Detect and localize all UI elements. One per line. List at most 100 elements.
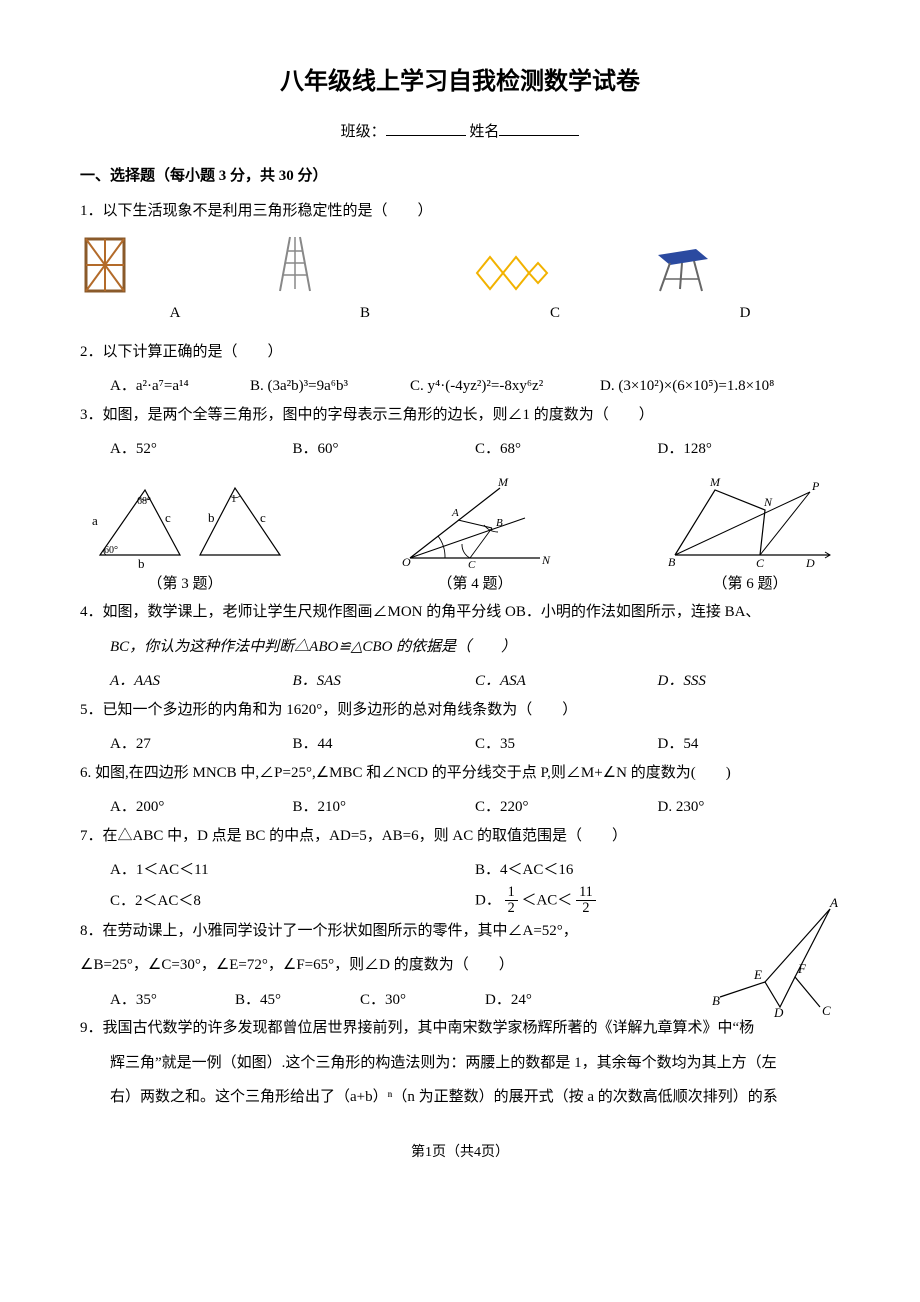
svg-text:C: C (822, 1003, 831, 1017)
q7-opt-a: A．1＜AC＜11 (110, 856, 475, 885)
q6-figure: M N B C D P （第 6 题） (660, 470, 840, 599)
svg-text:1: 1 (231, 493, 237, 505)
q8-opt-c: C．30° (360, 986, 485, 1015)
q3-opt-d: D．128° (658, 435, 841, 464)
q6-opt-a: A．200° (110, 793, 293, 822)
svg-text:C: C (756, 556, 765, 570)
svg-text:A: A (829, 897, 838, 910)
svg-text:F: F (797, 961, 807, 976)
q4-opt-d: D．SSS (658, 667, 841, 696)
q3-opt-b: B．60° (293, 435, 476, 464)
window-grid-icon (80, 235, 130, 295)
q5-opt-c: C．35 (475, 730, 658, 759)
q6-caption: （第 6 题） (660, 570, 840, 599)
class-label: 班级： (341, 124, 386, 140)
q1-stem: 1．以下生活现象不是利用三角形稳定性的是（ ） (80, 197, 840, 226)
svg-text:N: N (541, 553, 551, 567)
q1-label-c: C (460, 299, 650, 328)
q1-figures (80, 231, 840, 295)
svg-text:c: c (260, 510, 266, 525)
q6-opt-c: C．220° (475, 793, 658, 822)
page-footer: 第1页（共4页） (80, 1140, 840, 1167)
svg-text:68°: 68° (137, 496, 151, 507)
q9-l3: 右）两数之和。这个三角形给出了（a+b）ⁿ（n 为正整数）的展开式（按 a 的次… (80, 1083, 840, 1112)
q4-opt-b: B．SAS (293, 667, 476, 696)
q6-opt-d: D. 230° (658, 793, 841, 822)
svg-text:E: E (753, 967, 762, 982)
stool-icon (650, 241, 714, 295)
svg-text:M: M (497, 475, 509, 489)
q4-opt-c: C．ASA (475, 667, 658, 696)
q2-stem: 2．以下计算正确的是（ ） (80, 338, 840, 367)
svg-text:b: b (138, 556, 145, 570)
q6-opt-b: B．210° (293, 793, 476, 822)
svg-text:D: D (773, 1005, 784, 1017)
svg-text:c: c (165, 510, 171, 525)
q9-l2: 辉三角”就是一例（如图）.这个三角形的构造法则为：两腰上的数都是 1，其余每个数… (80, 1049, 840, 1078)
svg-text:P: P (811, 479, 820, 493)
svg-text:O: O (402, 555, 411, 569)
q7-stem: 7．在△ABC 中，D 点是 BC 的中点，AD=5，AB=6，则 AC 的取值… (80, 822, 840, 851)
svg-text:B: B (668, 555, 676, 569)
q4-stem2: BC，你认为这种作法中判断△ABO≌△CBO 的依据是（ ） (80, 633, 840, 662)
q2-opt-a: A．a²·a⁷=a¹⁴ (110, 372, 250, 401)
q4-opt-a: A．AAS (110, 667, 293, 696)
svg-text:B: B (712, 993, 720, 1008)
q2-opt-c: C. y⁴·(-4yz²)²=-8xy⁶z² (410, 372, 600, 401)
q2-opt-b: B. (3a²b)³=9a⁶b³ (250, 372, 410, 401)
q3-caption: （第 3 题） (80, 570, 290, 599)
q1-label-d: D (650, 299, 840, 328)
q1-labels: A B C D (80, 299, 840, 328)
q8-opt-d: D．24° (485, 986, 610, 1015)
svg-text:A: A (451, 507, 459, 519)
q5-options: A．27 B．44 C．35 D．54 (80, 730, 840, 759)
svg-text:C: C (468, 559, 476, 570)
q3-options: A．52° B．60° C．68° D．128° (80, 435, 840, 464)
q5-opt-a: A．27 (110, 730, 293, 759)
q3-opt-c: C．68° (475, 435, 658, 464)
q2-opt-d: D. (3×10²)×(6×10⁵)=1.8×10⁸ (600, 372, 774, 401)
q2-options: A．a²·a⁷=a¹⁴ B. (3a²b)³=9a⁶b³ C. y⁴·(-4yz… (80, 372, 840, 401)
figs-3-4-6: a b c 60° 68° b c 1 （第 3 题） O M N (80, 470, 840, 599)
q9-l1: 9．我国古代数学的许多发现都曾位居世界接前列，其中南宋数学家杨辉所著的《详解九章… (80, 1014, 840, 1043)
q5-opt-b: B．44 (293, 730, 476, 759)
q8-opt-a: A．35° (110, 986, 235, 1015)
q8-opt-b: B．45° (235, 986, 360, 1015)
q1-fig-b (270, 231, 460, 295)
section-1-head: 一、选择题（每小题 3 分，共 30 分） (80, 162, 840, 191)
q1-fig-d (650, 241, 840, 295)
q4-figure: O M N A B C （第 4 题） (390, 470, 560, 599)
q1-fig-c (460, 251, 650, 295)
q1-label-b: B (270, 299, 460, 328)
page-title: 八年级线上学习自我检测数学试卷 (80, 60, 840, 106)
q3-stem: 3．如图，是两个全等三角形，图中的字母表示三角形的边长，则∠1 的度数为（ ） (80, 401, 840, 430)
svg-text:M: M (709, 475, 721, 489)
diamonds-icon (460, 251, 550, 295)
svg-text:a: a (92, 513, 98, 528)
ladder-icon (270, 231, 320, 295)
q5-opt-d: D．54 (658, 730, 841, 759)
svg-text:N: N (763, 495, 773, 509)
q3-opt-a: A．52° (110, 435, 293, 464)
q7-opt-b: B．4＜AC＜16 (475, 856, 840, 885)
svg-text:D: D (805, 556, 815, 570)
svg-text:B: B (496, 517, 503, 529)
q1-fig-a (80, 235, 270, 295)
q6-options: A．200° B．210° C．220° D. 230° (80, 793, 840, 822)
q7-opt-c: C．2＜AC＜8 (110, 887, 475, 916)
class-blank[interactable] (386, 118, 466, 136)
q5-stem: 5．已知一个多边形的内角和为 1620°，则多边形的总对角线条数为（ ） (80, 696, 840, 725)
q4-stem: 4．如图，数学课上，老师让学生尺规作图画∠MON 的角平分线 OB．小明的作法如… (80, 598, 840, 627)
q8-figure: A B C D E F (710, 897, 850, 1017)
q3-figure: a b c 60° 68° b c 1 （第 3 题） (80, 470, 290, 599)
svg-text:60°: 60° (104, 545, 118, 556)
q1-label-a: A (80, 299, 270, 328)
q8-options: A．35° B．45° C．30° D．24° (80, 986, 610, 1015)
q6-stem: 6. 如图,在四边形 MNCB 中,∠P=25°,∠MBC 和∠NCD 的平分线… (80, 759, 840, 788)
q4-caption: （第 4 题） (390, 570, 560, 599)
name-blank[interactable] (499, 118, 579, 136)
q4-options: A．AAS B．SAS C．ASA D．SSS (80, 667, 840, 696)
subhead: 班级： 姓名 (80, 118, 840, 147)
svg-text:b: b (208, 510, 215, 525)
name-label: 姓名 (469, 124, 499, 140)
